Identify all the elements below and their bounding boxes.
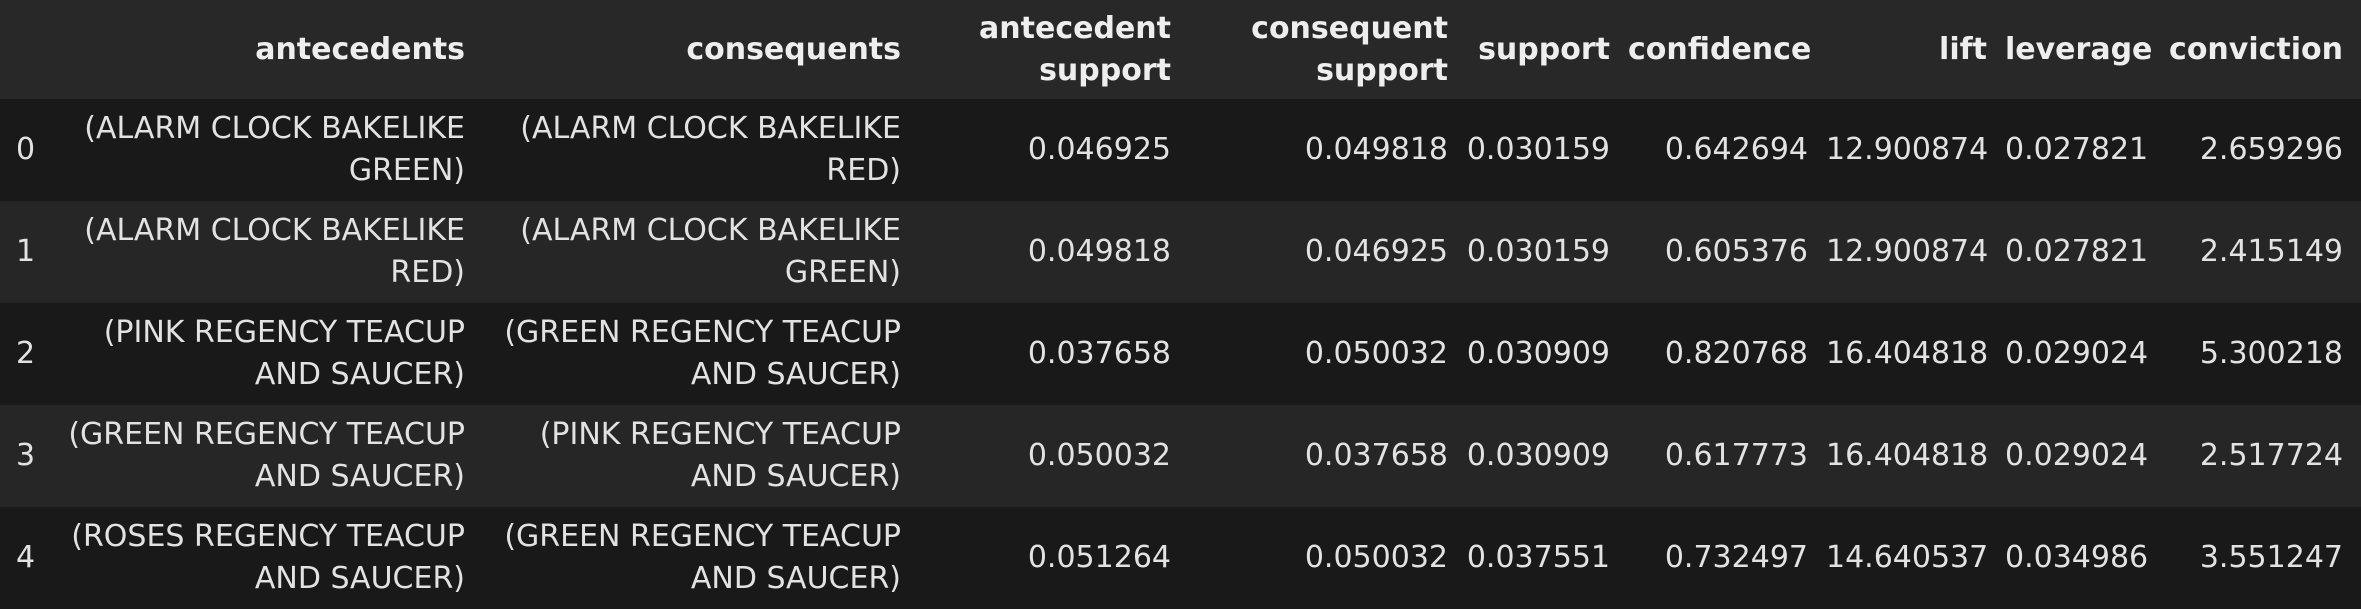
cell-confidence: 0.820768 xyxy=(1664,336,1808,371)
cell-consequent-support: 0.046925 xyxy=(1304,234,1448,269)
cell-antecedents: (ALARM CLOCK BAKELIKE RED) xyxy=(84,213,465,290)
cell-antecedents: (GREEN REGENCY TEACUP AND SAUCER) xyxy=(68,417,465,494)
cell-antecedent-support: 0.046925 xyxy=(1027,132,1171,167)
col-header-antecedents: antecedents xyxy=(255,31,465,67)
cell-consequent-support: 0.037658 xyxy=(1304,438,1448,473)
col-header-conviction: conviction xyxy=(2169,31,2343,67)
col-header-consequent-support: consequent support xyxy=(1189,0,1466,99)
cell-consequents: (ALARM CLOCK BAKELIKE RED) xyxy=(520,111,901,188)
header-row: antecedents consequents antecedent suppo… xyxy=(0,0,2361,99)
cell-support: 0.030909 xyxy=(1466,438,1610,473)
cell-antecedents: (PINK REGENCY TEACUP AND SAUCER) xyxy=(103,315,465,392)
cell-conviction: 2.659296 xyxy=(2199,132,2343,167)
index-header xyxy=(0,0,67,99)
cell-lift: 16.404818 xyxy=(1826,336,1989,371)
cell-lift: 12.900874 xyxy=(1826,234,1989,269)
table-row: 4 (ROSES REGENCY TEACUP AND SAUCER) (GRE… xyxy=(0,507,2361,609)
cell-consequents: (GREEN REGENCY TEACUP AND SAUCER) xyxy=(504,519,901,596)
cell-antecedent-support: 0.050032 xyxy=(1027,438,1171,473)
col-header-lift: lift xyxy=(1939,31,1987,67)
cell-consequents: (ALARM CLOCK BAKELIKE GREEN) xyxy=(520,213,901,290)
cell-support: 0.037551 xyxy=(1466,540,1610,575)
cell-confidence: 0.732497 xyxy=(1664,540,1808,575)
cell-consequents: (GREEN REGENCY TEACUP AND SAUCER) xyxy=(504,315,901,392)
row-index: 2 xyxy=(16,336,36,371)
cell-confidence: 0.642694 xyxy=(1664,132,1808,167)
cell-support: 0.030159 xyxy=(1466,132,1610,167)
cell-consequent-support: 0.049818 xyxy=(1304,132,1448,167)
cell-consequent-support: 0.050032 xyxy=(1304,540,1448,575)
cell-conviction: 3.551247 xyxy=(2199,540,2343,575)
cell-leverage: 0.029024 xyxy=(2005,438,2149,473)
cell-conviction: 5.300218 xyxy=(2199,336,2343,371)
col-header-confidence: confidence xyxy=(1628,31,1812,67)
table-row: 1 (ALARM CLOCK BAKELIKE RED) (ALARM CLOC… xyxy=(0,201,2361,303)
cell-lift: 12.900874 xyxy=(1826,132,1989,167)
cell-consequents: (PINK REGENCY TEACUP AND SAUCER) xyxy=(539,417,901,494)
cell-leverage: 0.034986 xyxy=(2005,540,2149,575)
table-row: 0 (ALARM CLOCK BAKELIKE GREEN) (ALARM CL… xyxy=(0,99,2361,201)
cell-lift: 16.404818 xyxy=(1826,438,1989,473)
table-row: 2 (PINK REGENCY TEACUP AND SAUCER) (GREE… xyxy=(0,303,2361,405)
antecedent-support-label: antecedent support xyxy=(979,10,1171,88)
cell-consequent-support: 0.050032 xyxy=(1304,336,1448,371)
cell-leverage: 0.029024 xyxy=(2005,336,2149,371)
cell-lift: 14.640537 xyxy=(1826,540,1989,575)
table-header: antecedents consequents antecedent suppo… xyxy=(0,0,2361,99)
row-index: 4 xyxy=(16,540,36,575)
col-header-antecedent-support: antecedent support xyxy=(919,0,1189,99)
table-body: 0 (ALARM CLOCK BAKELIKE GREEN) (ALARM CL… xyxy=(0,99,2361,609)
col-header-consequents: consequents xyxy=(686,31,901,67)
cell-support: 0.030159 xyxy=(1466,234,1610,269)
cell-leverage: 0.027821 xyxy=(2005,132,2149,167)
cell-leverage: 0.027821 xyxy=(2005,234,2149,269)
row-index: 0 xyxy=(16,132,36,167)
cell-antecedents: (ROSES REGENCY TEACUP AND SAUCER) xyxy=(71,519,465,596)
col-header-leverage: leverage xyxy=(2005,31,2153,67)
cell-antecedent-support: 0.049818 xyxy=(1027,234,1171,269)
cell-antecedent-support: 0.051264 xyxy=(1027,540,1171,575)
row-index: 3 xyxy=(16,438,36,473)
col-header-support: support xyxy=(1478,31,1610,67)
row-index: 1 xyxy=(16,234,36,269)
table-row: 3 (GREEN REGENCY TEACUP AND SAUCER) (PIN… xyxy=(0,405,2361,507)
cell-support: 0.030909 xyxy=(1466,336,1610,371)
cell-conviction: 2.517724 xyxy=(2199,438,2343,473)
cell-antecedent-support: 0.037658 xyxy=(1027,336,1171,371)
cell-confidence: 0.617773 xyxy=(1664,438,1808,473)
consequent-support-label: consequent support xyxy=(1251,10,1448,88)
cell-confidence: 0.605376 xyxy=(1664,234,1808,269)
cell-conviction: 2.415149 xyxy=(2199,234,2343,269)
cell-antecedents: (ALARM CLOCK BAKELIKE GREEN) xyxy=(84,111,465,188)
